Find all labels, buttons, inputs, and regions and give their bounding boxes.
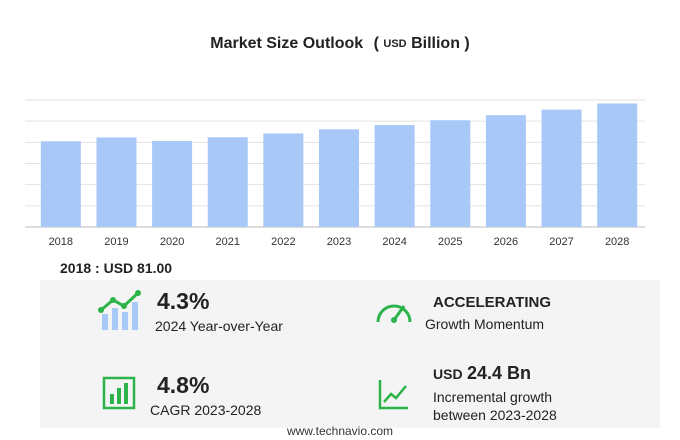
- incremental-label2: between 2023-2028: [433, 407, 557, 423]
- bar: [263, 133, 304, 227]
- incremental-value: USD 24.4 Bn: [433, 363, 531, 384]
- bar: [430, 120, 471, 227]
- x-tick-label: 2027: [549, 236, 573, 248]
- title: Market Size Outlook: [210, 35, 363, 52]
- chart: Market Size Outlook ( USD Billion ) 2018…: [25, 35, 645, 248]
- bar: [485, 115, 526, 227]
- incremental-label: Incremental growth: [433, 389, 553, 405]
- bar: [319, 129, 359, 227]
- x-tick-label: 2026: [494, 236, 518, 248]
- bar: [374, 125, 415, 227]
- bar: [152, 141, 193, 227]
- incremental-number: 24.4 Bn: [467, 363, 532, 383]
- unit-open: (: [374, 35, 380, 52]
- x-tick-label: 2020: [160, 236, 184, 248]
- x-tick-label: 2025: [438, 236, 462, 248]
- stats-panel: [40, 280, 660, 428]
- unit-prefix: USD: [383, 38, 406, 50]
- momentum-icon: [376, 304, 412, 323]
- footer: www.technavio.com: [286, 424, 394, 438]
- momentum-label: Growth Momentum: [425, 316, 545, 332]
- x-tick-label: 2021: [215, 236, 239, 248]
- yoy-label: 2024 Year-over-Year: [155, 318, 283, 334]
- x-tick-label: 2022: [271, 236, 295, 248]
- momentum-value: ACCELERATING: [433, 294, 552, 311]
- bar: [541, 109, 582, 227]
- bar: [207, 137, 248, 227]
- unit: Billion: [411, 35, 460, 52]
- chart-title: Market Size Outlook ( USD Billion ): [210, 35, 470, 52]
- x-tick-label: 2018: [49, 236, 73, 248]
- x-tick-label: 2023: [327, 236, 351, 248]
- x-tick-label: 2028: [605, 236, 629, 248]
- bar: [597, 103, 638, 227]
- yoy-value: 4.3%: [157, 288, 210, 314]
- unit-close: ): [464, 35, 469, 52]
- yoy-icon: [98, 290, 141, 330]
- x-tick-label: 2024: [382, 236, 406, 248]
- bar: [96, 137, 137, 227]
- bar: [40, 141, 81, 227]
- cagr-icon: [102, 376, 136, 410]
- cagr-label: CAGR 2023-2028: [150, 402, 262, 418]
- x-tick-label: 2019: [104, 236, 128, 248]
- cagr-value: 4.8%: [157, 372, 210, 398]
- incremental-icon: [378, 380, 408, 410]
- incremental-currency: USD: [433, 366, 463, 382]
- highlight: 2018 : USD 81.00: [60, 260, 173, 276]
